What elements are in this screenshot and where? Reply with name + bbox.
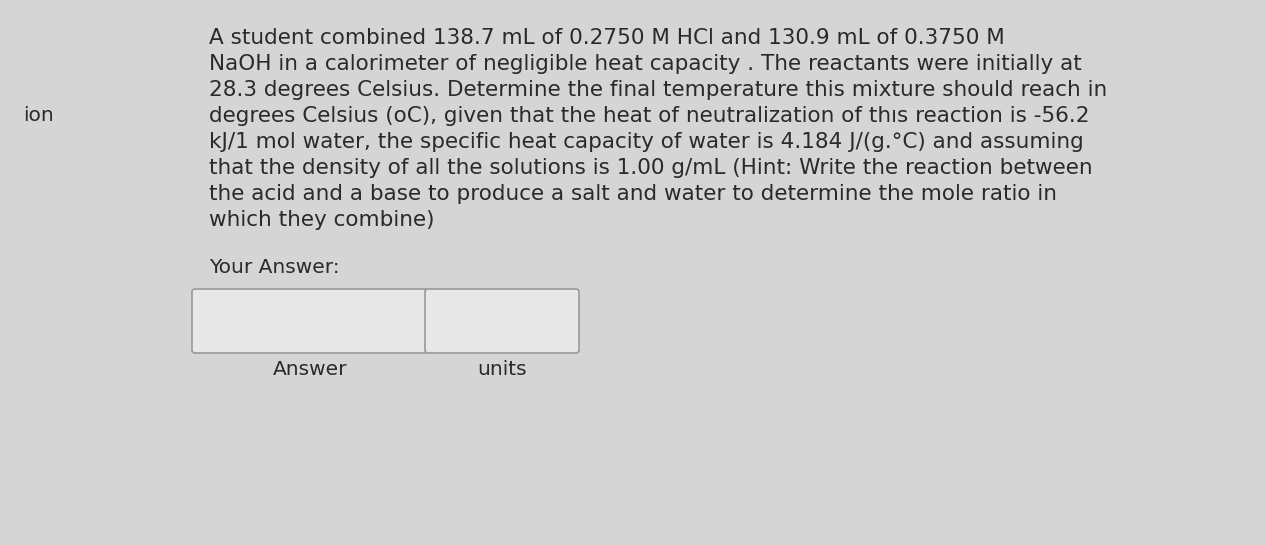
Text: NaOH in a calorimeter of negligible heat capacity . The reactants were initially: NaOH in a calorimeter of negligible heat…: [209, 54, 1081, 74]
Text: A student combined 138.7 mL of 0.2750 M HCl and 130.9 mL of 0.3750 M: A student combined 138.7 mL of 0.2750 M …: [209, 28, 1005, 48]
Text: Your Answer:: Your Answer:: [209, 258, 339, 277]
Text: units: units: [477, 360, 527, 379]
Text: ion: ion: [23, 106, 53, 125]
Text: that the density of all the solutions is 1.00 g/mL (Hint: Write the reaction bet: that the density of all the solutions is…: [209, 158, 1093, 178]
Text: which they combine): which they combine): [209, 210, 434, 230]
Text: kJ/1 mol water, the specific heat capacity of water is 4.184 J/(g.°C) and assumi: kJ/1 mol water, the specific heat capaci…: [209, 132, 1084, 152]
Text: degrees Celsius (oC), given that the heat of neutralization of thıs reaction is : degrees Celsius (oC), given that the hea…: [209, 106, 1089, 126]
Text: 28.3 degrees Celsius. Determine the final temperature this mixture should reach : 28.3 degrees Celsius. Determine the fina…: [209, 80, 1108, 100]
FancyBboxPatch shape: [192, 289, 428, 353]
FancyBboxPatch shape: [425, 289, 579, 353]
Text: the acid and a base to produce a salt and water to determine the mole ratio in: the acid and a base to produce a salt an…: [209, 184, 1057, 204]
Text: Answer: Answer: [272, 360, 347, 379]
